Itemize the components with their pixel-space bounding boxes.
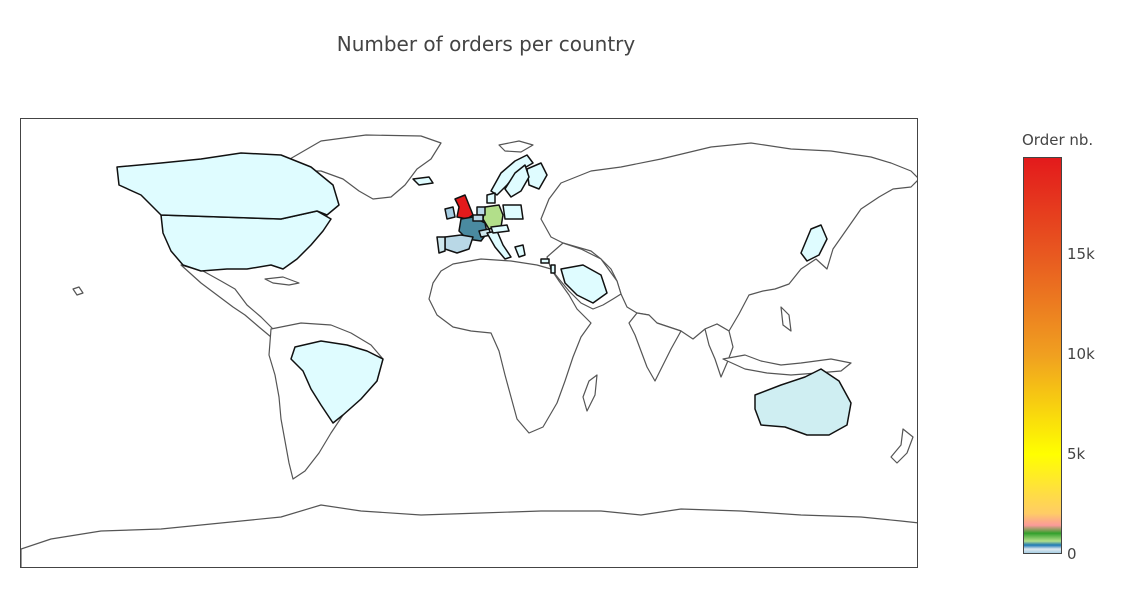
country-united-kingdom[interactable]: United Kingdom [454, 194, 474, 220]
land-se-asia [704, 323, 734, 378]
country-poland[interactable]: Poland [502, 204, 524, 220]
country-saudi-arabia[interactable]: Saudi Arabia [560, 264, 608, 304]
country-portugal[interactable]: Portugal [436, 236, 446, 254]
land-madagascar [582, 374, 598, 412]
colorbar-tick-label: 0 [1067, 545, 1077, 563]
country-iceland[interactable]: Iceland [412, 176, 434, 186]
country-denmark[interactable]: Denmark [486, 192, 496, 204]
land-central-america [180, 264, 280, 338]
country-cyprus[interactable]: Cyprus [540, 258, 550, 264]
country-united-states[interactable]: United States [160, 210, 332, 272]
colorbar-title: Order nb. [1022, 131, 1094, 149]
country-eire[interactable]: EIRE [444, 206, 456, 220]
country-greece[interactable]: Greece [514, 244, 526, 258]
colorbar-tick-label: 10k [1067, 345, 1095, 364]
country-brazil[interactable]: Brazil [290, 340, 384, 424]
land-eurasia [540, 142, 917, 340]
land-new-zealand [890, 428, 914, 464]
colorbar-tick-label: 5k [1067, 445, 1086, 464]
country-spain[interactable]: Spain [444, 234, 474, 254]
country-canada[interactable]: Canada [116, 152, 340, 220]
world-map[interactable]: United KingdomGermanyFranceEIRESpainNeth… [20, 118, 918, 568]
country-belgium[interactable]: Belgium [472, 214, 484, 222]
country-netherlands[interactable]: Netherlands [476, 206, 486, 216]
country-italy[interactable]: Italy [486, 230, 512, 260]
country-norway[interactable]: Norway [490, 154, 534, 196]
land-caribbean [264, 276, 300, 286]
country-australia[interactable]: Australia [754, 368, 852, 436]
land-svalbard [498, 140, 534, 153]
country-sweden[interactable]: Sweden [504, 164, 530, 198]
land-india [628, 312, 682, 382]
land-indonesia [722, 354, 852, 376]
country-austria[interactable]: Austria [490, 224, 510, 234]
colorbar-tick-label: 15k [1067, 245, 1095, 264]
colorbar [1023, 157, 1062, 554]
country-israel[interactable]: Israel [550, 264, 556, 274]
chart-title: Number of orders per country [336, 32, 636, 56]
country-layer[interactable]: United KingdomGermanyFranceEIRESpainNeth… [116, 152, 852, 436]
land-greenland [282, 134, 442, 200]
country-japan[interactable]: Japan [800, 224, 828, 262]
land-hawaii [72, 286, 84, 296]
land-philippines [780, 306, 792, 332]
country-finland[interactable]: Finland [526, 162, 548, 190]
map-svg[interactable]: United KingdomGermanyFranceEIRESpainNeth… [21, 119, 918, 568]
land-antarctica [21, 504, 917, 567]
